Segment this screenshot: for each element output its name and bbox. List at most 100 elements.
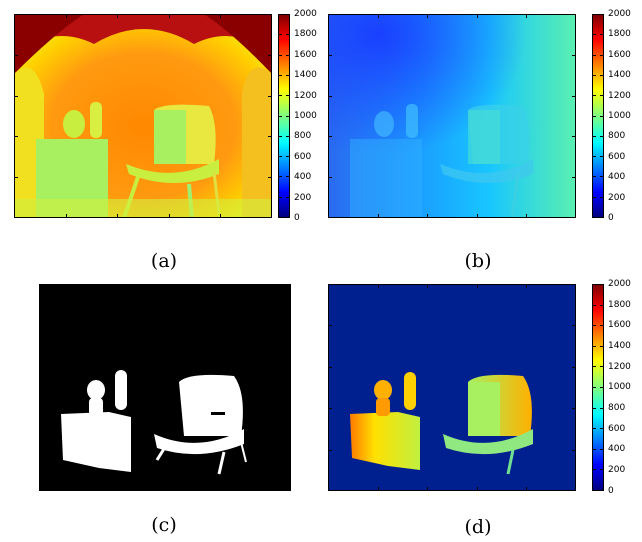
axis-tick — [14, 136, 18, 137]
axis-tick — [328, 55, 332, 56]
colorbar-tick — [286, 136, 290, 137]
colorbar-tick — [278, 136, 282, 137]
colorbar-tick — [592, 34, 596, 35]
colorbar-tick — [592, 156, 596, 157]
colorbar-tick — [592, 408, 596, 409]
colorbar-tick — [592, 346, 596, 347]
colorbar-label: 2000 — [608, 279, 631, 289]
axis-tick — [526, 284, 527, 288]
colorbar-tick — [592, 55, 596, 56]
depth-map-background — [328, 14, 576, 218]
axis-tick — [117, 14, 118, 18]
colorbar-label: 800 — [608, 403, 626, 413]
colorbar-tick — [592, 428, 596, 429]
axis-tick — [328, 408, 332, 409]
plot-frame — [328, 284, 576, 491]
colorbar-tick — [278, 156, 282, 157]
foreground-depth — [328, 284, 576, 491]
axis-tick — [572, 55, 576, 56]
colorbar-tick — [600, 428, 604, 429]
axis-tick — [66, 214, 67, 218]
axis-tick — [477, 487, 478, 491]
colorbar-tick — [600, 197, 604, 198]
colorbar-label: 400 — [294, 172, 312, 182]
axis-tick — [328, 136, 332, 137]
colorbar-label: 1600 — [608, 320, 631, 330]
colorbar-label: 1200 — [608, 362, 631, 372]
colorbar-tick — [600, 14, 604, 15]
axis-tick — [169, 14, 170, 18]
colorbar-tick — [278, 95, 282, 96]
colorbar-label: 1400 — [294, 70, 317, 80]
colorbar-label: 2000 — [608, 9, 631, 19]
axis-tick — [427, 14, 428, 18]
colorbar-tick — [278, 176, 282, 177]
panel-caption: (b) — [464, 250, 492, 272]
axis-tick — [572, 367, 576, 368]
colorbar-tick — [278, 217, 282, 218]
colorbar-tick — [286, 156, 290, 157]
colorbar-label: 1800 — [294, 29, 317, 39]
colorbar-tick — [600, 469, 604, 470]
colorbar-tick — [286, 197, 290, 198]
axis-tick — [378, 487, 379, 491]
colorbar-tick — [600, 408, 604, 409]
axis-tick — [427, 214, 428, 218]
colorbar-tick — [592, 305, 596, 306]
colorbar-tick — [600, 136, 604, 137]
axis-tick — [328, 367, 332, 368]
colorbar-label: 800 — [608, 131, 626, 141]
colorbar-tick — [286, 176, 290, 177]
colorbar-label: 600 — [608, 152, 626, 162]
colorbar-tick — [286, 116, 290, 117]
colorbar-tick — [592, 136, 596, 137]
foreground-mask — [39, 284, 291, 491]
axis-tick — [220, 14, 221, 18]
plot-frame — [14, 14, 272, 218]
colorbar-label: 600 — [294, 152, 312, 162]
axis-tick — [220, 214, 221, 218]
colorbar-label: 1200 — [294, 91, 317, 101]
axis-tick — [477, 284, 478, 288]
plot-frame — [328, 14, 576, 218]
colorbar-label: 1000 — [294, 111, 317, 121]
colorbar-tick — [600, 176, 604, 177]
axis-tick — [572, 177, 576, 178]
colorbar-tick — [600, 490, 604, 491]
axis-tick — [14, 177, 18, 178]
colorbar-label: 1600 — [294, 50, 317, 60]
colorbar-tick — [600, 387, 604, 388]
colorbar-label: 1400 — [608, 70, 631, 80]
axis-tick — [328, 96, 332, 97]
axis-tick — [477, 214, 478, 218]
colorbar-label: 1800 — [608, 29, 631, 39]
colorbar-tick — [592, 366, 596, 367]
axis-tick — [572, 136, 576, 137]
axis-tick — [526, 14, 527, 18]
colorbar-tick — [600, 34, 604, 35]
colorbar-label: 0 — [608, 213, 614, 223]
colorbar-tick — [592, 387, 596, 388]
colorbar-tick — [278, 55, 282, 56]
axis-tick — [526, 214, 527, 218]
colorbar-label: 400 — [608, 444, 626, 454]
colorbar-label: 200 — [294, 193, 312, 203]
axis-tick — [268, 177, 272, 178]
colorbar-tick — [286, 75, 290, 76]
colorbar-label: 0 — [294, 213, 300, 223]
axis-tick — [477, 14, 478, 18]
axis-tick — [14, 96, 18, 97]
colorbar-tick — [600, 116, 604, 117]
axis-tick — [572, 408, 576, 409]
colorbar-label: 200 — [608, 193, 626, 203]
colorbar-tick — [286, 55, 290, 56]
colorbar-tick — [600, 346, 604, 347]
axis-tick — [268, 136, 272, 137]
axis-tick — [328, 177, 332, 178]
panel-caption: (d) — [464, 516, 492, 538]
colorbar-tick — [278, 34, 282, 35]
colorbar-tick — [600, 449, 604, 450]
colorbar-tick — [592, 325, 596, 326]
colorbar-tick — [278, 116, 282, 117]
colorbar-label: 1000 — [608, 382, 631, 392]
